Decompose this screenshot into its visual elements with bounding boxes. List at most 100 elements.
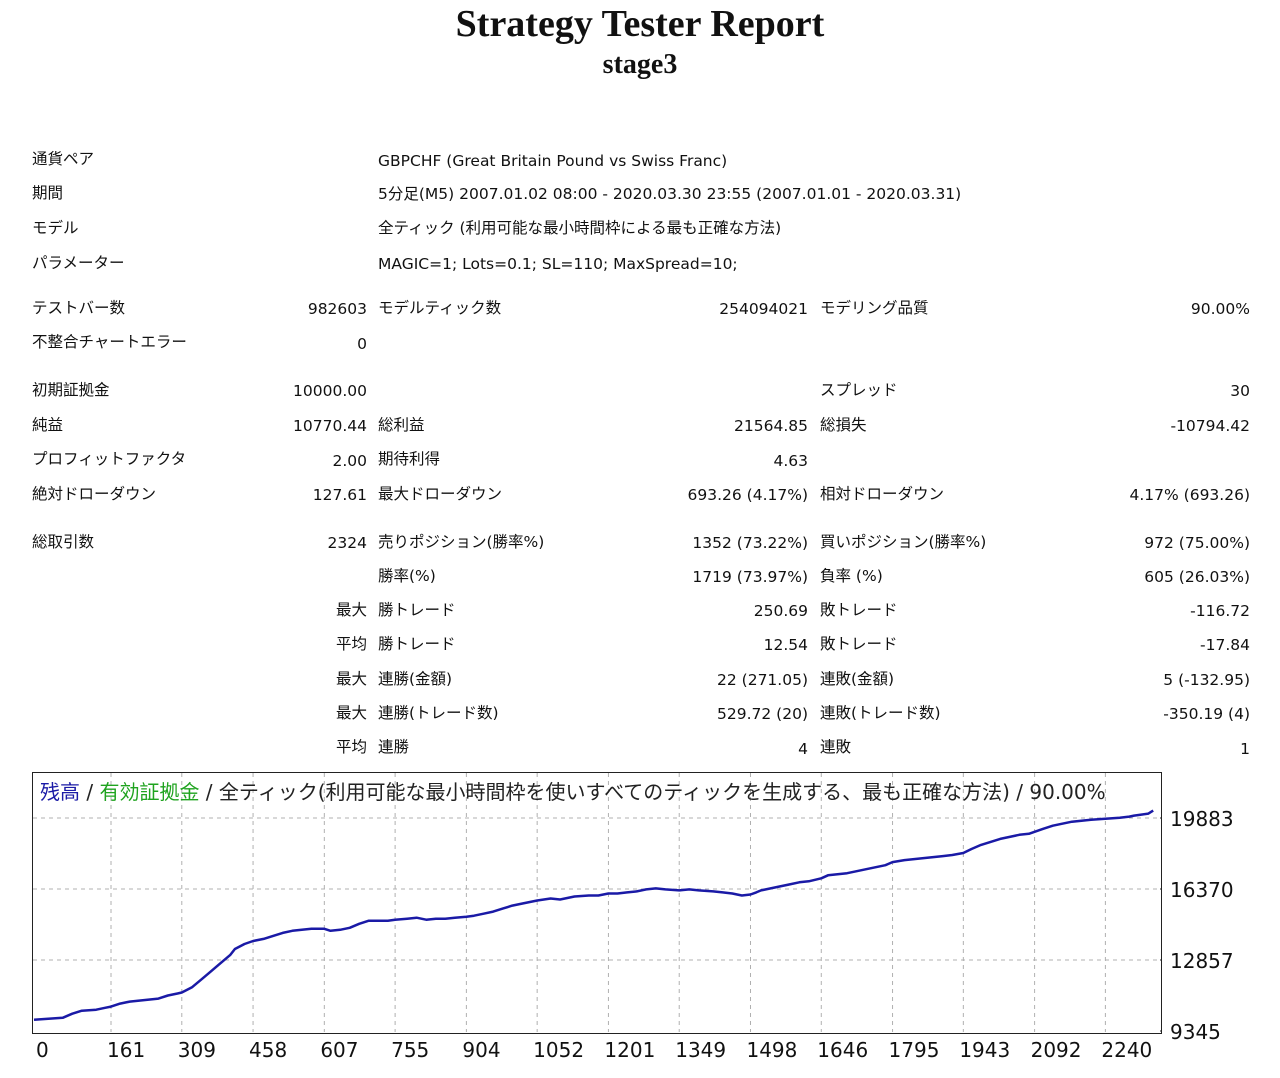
abs-drawdown-value: 127.61	[312, 486, 367, 504]
avg-consec-wins-value: 4	[798, 740, 808, 758]
balance-chart	[33, 773, 1162, 1032]
avg-win-value: 12.54	[763, 636, 808, 654]
x-tick-label: 1498	[746, 1038, 798, 1062]
win-rate-label: 勝率(%)	[378, 567, 436, 585]
spread-label: スプレッド	[820, 381, 898, 399]
largest-loss-value: -116.72	[1190, 602, 1250, 620]
loss-rate-label: 負率 (%)	[820, 567, 883, 585]
report-title: Strategy Tester Report	[455, 3, 825, 45]
loss-rate-value: 605 (26.03%)	[1144, 568, 1250, 586]
gross-loss-label: 総損失	[820, 416, 867, 434]
expected-payoff-value: 4.63	[773, 452, 808, 470]
period-value: 5分足(M5) 2007.01.02 08:00 - 2020.03.30 23…	[378, 185, 962, 203]
period-label: 期間	[32, 184, 64, 202]
parameters-value: MAGIC=1; Lots=0.1; SL=110; MaxSpread=10;	[378, 255, 738, 273]
chart-caption: 残高 / 有効証拠金 / 全ティック(利用可能な最小時間枠を使いすべてのティック…	[40, 779, 1106, 805]
abs-drawdown-label: 絶対ドローダウン	[32, 485, 157, 503]
gross-profit-value: 21564.85	[734, 417, 808, 435]
avg-consec-prefix: 平均	[335, 738, 367, 756]
total-trades-label: 総取引数	[32, 533, 95, 551]
balance-series-line	[33, 809, 1154, 1022]
x-tick-label: 1052	[533, 1038, 585, 1062]
short-positions-label: 売りポジション(勝率%)	[378, 533, 545, 551]
model-label: モデル	[32, 219, 79, 237]
currency-pair-label: 通貨ペア	[32, 150, 95, 168]
x-tick-label: 309	[177, 1038, 216, 1062]
caption-equity: 有効証拠金	[99, 780, 200, 804]
mismatch-value: 0	[357, 335, 367, 353]
quality-value: 90.00%	[1190, 300, 1250, 318]
spread-value: 30	[1230, 382, 1250, 400]
total-trades-value: 2324	[327, 534, 367, 552]
short-positions-value: 1352 (73.22%)	[692, 534, 808, 552]
avg-loss-value: -17.84	[1200, 636, 1250, 654]
average-prefix: 平均	[335, 635, 367, 653]
gross-profit-label: 総利益	[378, 416, 425, 434]
max-consec-prefix: 最大	[335, 670, 367, 688]
long-positions-value: 972 (75.00%)	[1144, 534, 1250, 552]
x-tick-label: 161	[107, 1038, 146, 1062]
y-tick-label: 19883	[1170, 807, 1234, 831]
x-tick-label: 755	[391, 1038, 430, 1062]
model-value: 全ティック (利用可能な最小時間枠による最も正確な方法)	[378, 219, 782, 237]
largest-win-label: 勝トレード	[378, 601, 456, 619]
x-tick-label: 2240	[1101, 1038, 1153, 1062]
bars-label: テストバー数	[32, 299, 126, 317]
balance-chart-frame	[32, 772, 1162, 1034]
ticks-label: モデルティック数	[378, 299, 502, 317]
max-drawdown-value: 693.26 (4.17%)	[687, 486, 809, 504]
max-consec-losses-value: 5 (-132.95)	[1163, 671, 1250, 689]
x-tick-label: 1349	[675, 1038, 727, 1062]
y-tick-label: 12857	[1170, 949, 1234, 973]
y-tick-label: 16370	[1170, 878, 1234, 902]
max-consec-losses-label: 連敗(金額)	[820, 670, 895, 688]
net-profit-value: 10770.44	[293, 417, 367, 435]
x-tick-label: 1795	[888, 1038, 940, 1062]
x-tick-label: 1943	[959, 1038, 1011, 1062]
ticks-value: 254094021	[719, 300, 808, 318]
max-consec-wins-value: 22 (271.05)	[717, 671, 808, 689]
profit-factor-label: プロフィットファクタ	[32, 450, 187, 468]
max-consec-loss-amount-label: 連敗(トレード数)	[820, 704, 941, 722]
quality-label: モデリング品質	[820, 299, 929, 317]
bars-value: 982603	[307, 300, 367, 318]
currency-pair-value: GBPCHF (Great Britain Pound vs Swiss Fra…	[378, 152, 728, 170]
caption-rest: / 全ティック(利用可能な最小時間枠を使いすべてのティックを生成する、最も正確な…	[199, 780, 1106, 804]
max-consec-wins-label: 連勝(金額)	[378, 670, 453, 688]
x-tick-label: 458	[249, 1038, 288, 1062]
x-tick-label: 1201	[604, 1038, 656, 1062]
largest-loss-label: 敗トレード	[820, 601, 898, 619]
max-consec-profit-label: 連勝(トレード数)	[378, 704, 499, 722]
x-tick-label: 1646	[817, 1038, 869, 1062]
largest-prefix: 最大	[335, 601, 367, 619]
x-tick-label: 904	[462, 1038, 501, 1062]
avg-win-label: 勝トレード	[378, 635, 456, 653]
rel-drawdown-label: 相対ドローダウン	[820, 485, 945, 503]
x-tick-label: 607	[320, 1038, 359, 1062]
y-tick-label: 9345	[1170, 1020, 1221, 1044]
avg-consec-wins-label: 連勝	[378, 738, 410, 756]
avg-consec-losses-label: 連敗	[820, 738, 852, 756]
max-consec2-prefix: 最大	[335, 704, 367, 722]
report-subtitle: stage3	[602, 49, 678, 80]
deposit-label: 初期証拠金	[32, 381, 110, 399]
win-rate-value: 1719 (73.97%)	[692, 568, 808, 586]
largest-win-value: 250.69	[753, 602, 808, 620]
caption-sep: /	[80, 780, 100, 804]
avg-consec-losses-value: 1	[1240, 740, 1250, 758]
max-consec-loss-amount-value: -350.19 (4)	[1163, 705, 1250, 723]
avg-loss-label: 敗トレード	[820, 635, 898, 653]
mismatch-label: 不整合チャートエラー	[32, 333, 187, 351]
x-tick-label: 2092	[1030, 1038, 1082, 1062]
net-profit-label: 純益	[32, 416, 64, 434]
max-drawdown-label: 最大ドローダウン	[378, 485, 503, 503]
profit-factor-value: 2.00	[332, 452, 367, 470]
max-consec-profit-value: 529.72 (20)	[717, 705, 808, 723]
expected-payoff-label: 期待利得	[378, 450, 441, 468]
parameters-label: パラメーター	[32, 254, 125, 272]
long-positions-label: 買いポジション(勝率%)	[820, 533, 987, 551]
rel-drawdown-value: 4.17% (693.26)	[1129, 486, 1251, 504]
x-tick-label: 0	[36, 1038, 49, 1062]
gross-loss-value: -10794.42	[1170, 417, 1250, 435]
caption-balance: 残高	[40, 780, 80, 804]
